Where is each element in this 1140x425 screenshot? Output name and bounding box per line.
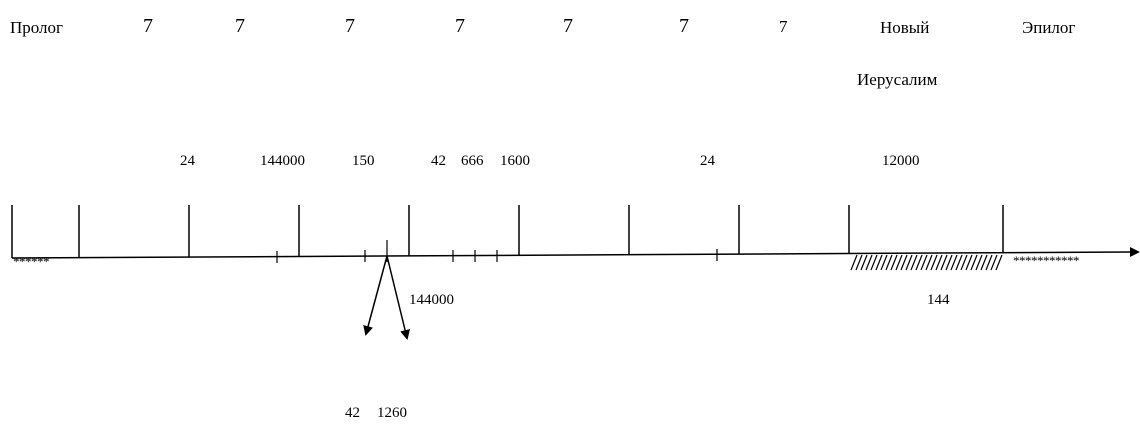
timeline-arrowhead — [1130, 247, 1140, 257]
number-24-left: 24 — [180, 153, 195, 169]
number-144: 144 — [927, 292, 950, 308]
epilogue-stars: *********** — [1013, 253, 1080, 268]
label-new-jerusalem-line2: Иерусалим — [857, 70, 938, 89]
branch-arrow-left — [363, 255, 388, 336]
number-1600: 1600 — [500, 153, 530, 169]
prologue-stars: ****** — [13, 254, 50, 269]
label-seven-2: 7 — [235, 15, 245, 37]
branch-arrow-right — [386, 255, 410, 340]
number-666: 666 — [461, 153, 484, 169]
label-seven-6: 7 — [679, 15, 689, 37]
label-seven-3: 7 — [345, 15, 355, 37]
number-42-bottom: 42 — [345, 405, 360, 421]
minor-ticks — [276, 240, 718, 263]
timeline-axis — [11, 251, 1131, 259]
label-seven-4: 7 — [455, 15, 465, 37]
number-150: 150 — [352, 153, 375, 169]
number-12000: 12000 — [882, 153, 920, 169]
label-epilogue: Эпилог — [1022, 18, 1076, 37]
label-seven-7: 7 — [779, 17, 788, 36]
label-new-jerusalem-line1: Новый — [880, 18, 930, 37]
number-1260: 1260 — [377, 405, 407, 421]
section-dividers — [11, 205, 1004, 258]
number-24-right: 24 — [700, 153, 715, 169]
number-144000-branch: 144000 — [409, 292, 454, 308]
label-seven-1: 7 — [143, 15, 153, 37]
label-prologue: Пролог — [10, 18, 64, 37]
hatched-zone — [850, 254, 1003, 271]
label-seven-5: 7 — [563, 15, 573, 37]
number-42-top: 42 — [431, 153, 446, 169]
number-144000-top: 144000 — [260, 153, 305, 169]
